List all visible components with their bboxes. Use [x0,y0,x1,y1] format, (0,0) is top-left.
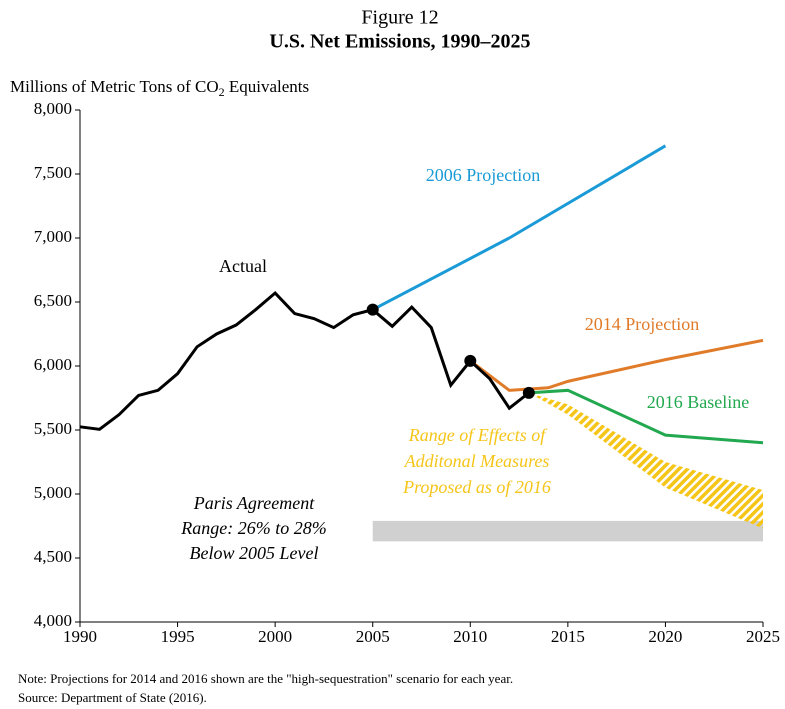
x-tick-label: 1990 [63,627,97,646]
range-band [528,392,763,529]
note: Note: Projections for 2014 and 2016 show… [18,671,513,686]
series-line [469,338,764,392]
y-tick-label: 7,500 [34,163,72,182]
x-tick-label: 2005 [356,627,390,646]
range-label: Range of Effects of [408,425,548,445]
marker [522,386,535,399]
y-tick-label: 6,500 [34,291,72,310]
paris-label: Paris Agreement [193,493,315,513]
series-line [79,290,530,431]
paris-label: Range: 26% to 28% [180,518,326,538]
series-line [528,388,764,445]
x-tick-label: 2000 [258,627,292,646]
y-label-subscript: 2 [219,85,225,99]
range-label: Proposed as of 2016 [402,477,551,497]
x-tick-label: 2010 [453,627,487,646]
series-label: 2016 Baseline [647,392,749,412]
x-tick-label: 2015 [551,627,585,646]
y-tick-label: 5,500 [34,419,72,438]
y-tick-label: 8,000 [34,99,72,118]
series-label: 2014 Projection [585,314,700,334]
y-tick-label: 7,000 [34,227,72,246]
x-tick-label: 2020 [648,627,682,646]
paris-label: Below 2005 Level [190,543,319,563]
y-label-part: Equivalents [225,77,310,96]
range-label: Additonal Measures [404,451,550,471]
y-tick-label: 4,500 [34,547,72,566]
y-tick-label: 6,000 [34,355,72,374]
series-label: Actual [219,256,267,276]
note: Source: Department of State (2016). [18,690,207,705]
x-tick-label: 1995 [161,627,195,646]
y-axis-label: Millions of Metric Tons of CO2 Equivalen… [10,77,309,99]
marker [366,303,379,316]
series-line [372,144,667,312]
paris-range [372,520,763,542]
series-label: 2006 Projection [426,165,541,185]
x-tick-label: 2025 [746,627,780,646]
y-label-part: Millions of Metric Tons of CO [10,77,219,96]
y-tick-label: 5,000 [34,483,72,502]
y-tick-label: 4,000 [34,611,72,630]
chart-title: U.S. Net Emissions, 1990–2025 [269,31,530,53]
marker [464,354,477,367]
figure-label: Figure 12 [361,7,438,29]
